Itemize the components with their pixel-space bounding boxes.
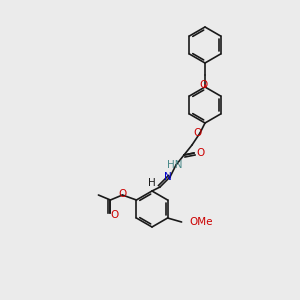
Text: H: H (148, 178, 156, 188)
Text: OMe: OMe (190, 217, 213, 227)
Text: N: N (164, 172, 172, 182)
Text: HN: HN (167, 160, 183, 170)
Text: O: O (110, 210, 118, 220)
Text: O: O (200, 80, 208, 90)
Text: O: O (196, 148, 204, 158)
Text: O: O (194, 128, 202, 138)
Text: O: O (118, 189, 127, 199)
